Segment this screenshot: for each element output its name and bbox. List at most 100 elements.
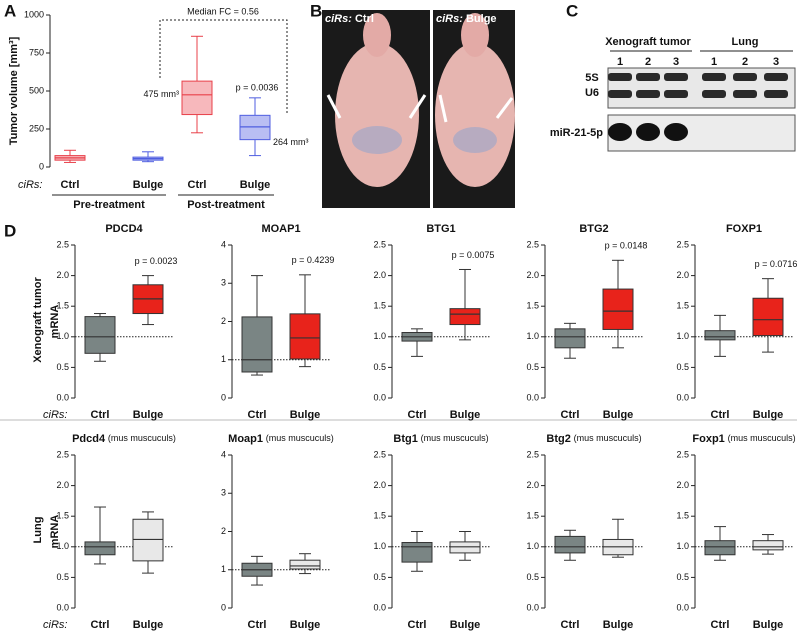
box: [704, 540, 736, 556]
box: [752, 540, 784, 551]
band: [608, 73, 632, 81]
title-name: FOXP1: [726, 223, 762, 235]
category-prefix: ciRs:: [18, 179, 42, 191]
group-label: Pre-treatment: [73, 199, 145, 211]
chart-title: PDCD4: [105, 223, 143, 235]
title-note: (mus muscuculs): [728, 433, 796, 443]
title-name: Foxp1: [692, 433, 724, 445]
title-name: Btg1: [393, 433, 417, 445]
box: [704, 330, 736, 341]
y-tick-label: 2: [221, 526, 226, 536]
y-tick-label: 4: [221, 239, 226, 249]
category-label: Ctrl: [711, 409, 730, 421]
y-tick-label: 2.0: [373, 270, 386, 280]
category-label: Bulge: [133, 179, 164, 191]
y-tick-label: 0.5: [526, 362, 539, 372]
y-tick-label: 2.5: [526, 239, 539, 249]
panel-label: B: [310, 1, 322, 20]
chart-title: BTG1: [426, 223, 455, 235]
y-axis-label: mRNA: [49, 515, 61, 549]
category-prefix: ciRs:: [43, 409, 67, 421]
band: [636, 90, 660, 98]
y-tick-label: 1000: [24, 9, 44, 19]
photo-label-prefix: ciRs:: [436, 13, 463, 25]
category-label: Bulge: [603, 409, 634, 421]
chart-title: BTG2: [579, 223, 608, 235]
y-tick-label: 0.0: [56, 602, 69, 612]
y-tick-label: 750: [29, 47, 44, 57]
panel-label: A: [4, 1, 16, 20]
y-tick-label: 0: [221, 602, 226, 612]
tumor-area: [453, 127, 497, 153]
category-label: Bulge: [240, 179, 271, 191]
band: [664, 90, 688, 98]
title-name: PDCD4: [105, 223, 143, 235]
annotation: Median FC = 0.56: [187, 6, 259, 16]
y-tick-label: 0.5: [373, 362, 386, 372]
photo-label: ciRs: Bulge: [436, 13, 497, 25]
y-tick-label: 1: [221, 564, 226, 574]
y-tick-label: 2.0: [676, 480, 689, 490]
y-tick-label: 0.5: [373, 572, 386, 582]
annotation: p = 0.0036: [236, 82, 279, 92]
photo-label-prefix: ciRs:: [325, 13, 352, 25]
category-label: Bulge: [290, 409, 321, 421]
y-tick-label: 0.0: [373, 602, 386, 612]
y-tick-label: 2.5: [676, 239, 689, 249]
mouse-body: [435, 43, 515, 187]
chart-title: Pdcd4 (mus muscuculs): [72, 433, 176, 445]
blot-row-label: U6: [585, 87, 599, 99]
y-tick-label: 1.5: [56, 301, 69, 311]
category-label: Ctrl: [408, 409, 427, 421]
band: [664, 73, 688, 81]
category-label: Ctrl: [248, 619, 267, 631]
box: [602, 288, 634, 330]
tumor-area: [352, 126, 402, 154]
category-prefix: ciRs:: [43, 619, 67, 631]
mouse-head: [363, 13, 391, 57]
band: [608, 90, 632, 98]
y-tick-label: 4: [221, 449, 226, 459]
y-tick-label: 250: [29, 123, 44, 133]
y-tick-label: 0.0: [676, 602, 689, 612]
chart-title: Btg2 (mus muscuculs): [546, 433, 641, 445]
lane-label: 1: [711, 56, 717, 68]
box: [84, 316, 116, 354]
y-axis-label: Tumor volume [mm³]: [8, 36, 20, 145]
y-tick-label: 2.0: [526, 480, 539, 490]
box: [752, 297, 784, 337]
box: [84, 541, 116, 556]
arrow: [326, 94, 342, 119]
category-label: Bulge: [133, 409, 164, 421]
y-tick-label: 2.5: [676, 449, 689, 459]
y-tick-label: 0.0: [676, 392, 689, 402]
y-tick-label: 0.0: [526, 602, 539, 612]
title-name: Btg2: [546, 433, 570, 445]
lane-label: 1: [617, 56, 623, 68]
y-tick-label: 1.0: [56, 541, 69, 551]
category-label: Bulge: [450, 409, 481, 421]
y-tick-label: 1.0: [526, 541, 539, 551]
title-name: Moap1: [228, 433, 263, 445]
title-name: BTG1: [426, 223, 455, 235]
y-tick-label: 1.0: [373, 541, 386, 551]
y-tick-label: 500: [29, 85, 44, 95]
title-note: (mus muscuculs): [108, 433, 176, 443]
comparison-bracket: [159, 19, 288, 115]
arrow: [495, 97, 514, 119]
category-label: Ctrl: [248, 409, 267, 421]
y-tick-label: 1.0: [676, 541, 689, 551]
photo-label-name: Ctrl: [355, 13, 374, 25]
chart-title: Foxp1 (mus muscuculs): [692, 433, 795, 445]
mouse-head: [461, 13, 489, 57]
blot-group: Lung: [732, 36, 759, 48]
y-tick-label: 0.0: [56, 392, 69, 402]
box: [289, 313, 321, 360]
category-label: Bulge: [133, 619, 164, 631]
band: [764, 90, 788, 98]
chart-title: MOAP1: [261, 223, 300, 235]
band: [636, 123, 660, 141]
box: [449, 541, 481, 554]
y-tick-label: 2.0: [526, 270, 539, 280]
p-value: p = 0.0148: [605, 241, 648, 251]
